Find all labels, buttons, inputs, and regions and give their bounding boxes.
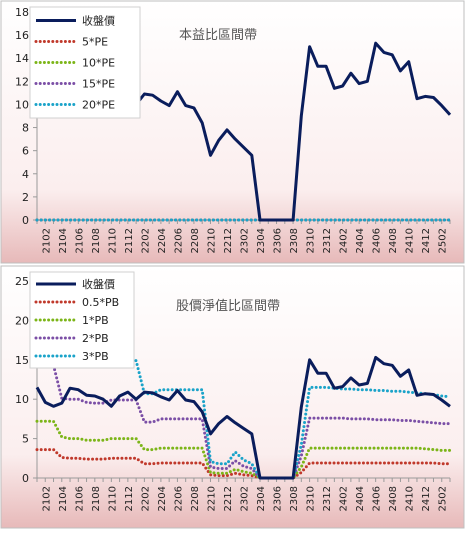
- pb-x-tick-label: 2306: [273, 486, 284, 511]
- pb-x-tick-label: 2502: [438, 486, 449, 511]
- pb-x-tick-label: 2302: [240, 486, 251, 511]
- pb-x-tick-label: 2104: [58, 486, 69, 511]
- pb-band-chart-panel: 0 5 10 15 20 25 2102 2104 2106 2108 2110 2112 2202 22…: [0, 265, 466, 530]
- pe-y-tick-label: 16: [15, 29, 29, 42]
- pb-x-tick-label: 2208: [190, 486, 201, 511]
- pe-x-tick-label: 2404: [355, 228, 366, 253]
- pe-x-tick-label: 2108: [91, 228, 102, 253]
- pe-x-tick-label: 2304: [256, 228, 267, 253]
- pb-legend-label--: 收盤價: [82, 277, 115, 291]
- pb-legend-label-2xpb: 2*PB: [82, 332, 109, 345]
- pb-series-line-0_5xpb: [35, 448, 452, 480]
- pb-y-tick-label: 25: [15, 275, 29, 288]
- pe-x-tick-label: 2308: [289, 228, 300, 253]
- pb-y-tick-label: 15: [15, 354, 29, 367]
- pb-x-tick-label: 2408: [388, 486, 399, 511]
- pe-x-tick-label: 2104: [58, 228, 69, 253]
- pb-x-tick-label: 2212: [223, 486, 234, 511]
- pb-x-tick-label: 2406: [372, 486, 383, 511]
- pe-x-tick-label: 2202: [140, 228, 151, 253]
- pb-x-tick-label: 2310: [306, 486, 317, 511]
- pe-y-tick-label: 6: [22, 145, 29, 158]
- pb-y-tick-label: 0: [22, 472, 29, 485]
- pb-legend-label-0_5xpb: 0.5*PB: [82, 296, 119, 309]
- pe-x-tick-label: 2310: [306, 228, 317, 253]
- pb-x-tick-label: 2110: [107, 486, 118, 511]
- pe-band-chart-panel: 0 2 4 6 8 10 12 14 16 18 2102 2104 2106 2108 2110 2112 2…: [0, 0, 466, 265]
- pb-x-tick-label: 2412: [421, 486, 432, 511]
- pb-series-line--: [35, 355, 451, 480]
- pb-x-tick-label: 2202: [140, 486, 151, 511]
- pe-x-tick-label: 2208: [190, 228, 201, 253]
- pe-y-tick-label: 12: [15, 75, 29, 88]
- pb-x-tick-label: 2108: [91, 486, 102, 511]
- pb-x-tick-label: 2410: [405, 486, 416, 511]
- pb-x-tick-label: 2404: [355, 486, 366, 511]
- pb-x-tick-label: 2304: [256, 486, 267, 511]
- pe-x-tick-label: 2306: [273, 228, 284, 253]
- pe-y-tick-label: 14: [15, 52, 29, 65]
- pb-x-tick-label: 2312: [322, 486, 333, 511]
- pe-x-tick-label: 2212: [223, 228, 234, 253]
- pe-x-tick-label: 2102: [41, 228, 52, 253]
- pb-x-tick-label: 2102: [41, 486, 52, 511]
- pb-band-chart: 0 5 10 15 20 25 2102 2104 2106 2108 2110 2112 2202 22…: [0, 265, 465, 529]
- pe-x-tick-label: 2110: [107, 228, 118, 253]
- pe-x-tick-label: 2410: [405, 228, 416, 253]
- pe-x-tick-label: 2408: [388, 228, 399, 253]
- pe-x-tick-label: 2106: [74, 228, 85, 253]
- pe-x-tick-label: 2112: [124, 228, 135, 253]
- pe-legend-label-5xpe: 5*PE: [82, 36, 108, 49]
- pb-x-tick-label: 2204: [157, 486, 168, 511]
- pe-chart-title: 本益比區間帶: [179, 28, 257, 43]
- pe-x-tick-label: 2312: [322, 228, 333, 253]
- pe-x-tick-label: 2206: [173, 228, 184, 253]
- pb-x-tick-label: 2308: [289, 486, 300, 511]
- pe-legend-label--: 收盤價: [82, 14, 115, 28]
- pe-x-tick-label: 2502: [438, 228, 449, 253]
- pb-y-tick-label: 5: [22, 433, 29, 446]
- pb-series-line-1xpb: [35, 419, 452, 480]
- pe-y-tick-label: 4: [22, 168, 29, 181]
- pe-legend-label-10xpe: 10*PE: [82, 57, 115, 70]
- pe-x-tick-label: 2204: [157, 228, 168, 253]
- pe-legend-label-20xpe: 20*PE: [82, 99, 115, 112]
- pe-legend-label-15xpe: 15*PE: [82, 78, 115, 91]
- pb-x-tick-label: 2210: [206, 486, 217, 511]
- pe-y-tick-label: 0: [22, 214, 29, 227]
- pb-x-tick-label: 2402: [339, 486, 350, 511]
- pe-y-tick-label: 8: [22, 122, 29, 135]
- pb-legend-label-3xpb: 3*PB: [82, 350, 109, 363]
- pe-x-tick-label: 2302: [240, 228, 251, 253]
- pb-legend-label-1xpb: 1*PB: [82, 314, 109, 327]
- pe-x-tick-label: 2402: [339, 228, 350, 253]
- pe-x-tick-label: 2210: [206, 228, 217, 253]
- pb-x-tick-label: 2112: [124, 486, 135, 511]
- pe-y-tick-label: 18: [15, 6, 29, 19]
- pb-x-tick-label: 2206: [173, 486, 184, 511]
- pe-x-tick-label: 2412: [421, 228, 432, 253]
- pe-x-tick-label: 2406: [372, 228, 383, 253]
- pb-y-tick-label: 20: [15, 314, 29, 327]
- pe-y-tick-label: 10: [15, 98, 29, 111]
- pb-y-tick-label: 10: [15, 393, 29, 406]
- pb-chart-title: 股價淨值比區間帶: [176, 298, 280, 314]
- pe-band-chart: 0 2 4 6 8 10 12 14 16 18 2102 2104 2106 2108 2110 2112 2…: [0, 0, 465, 264]
- pe-y-tick-label: 2: [22, 191, 29, 204]
- pb-x-tick-label: 2106: [74, 486, 85, 511]
